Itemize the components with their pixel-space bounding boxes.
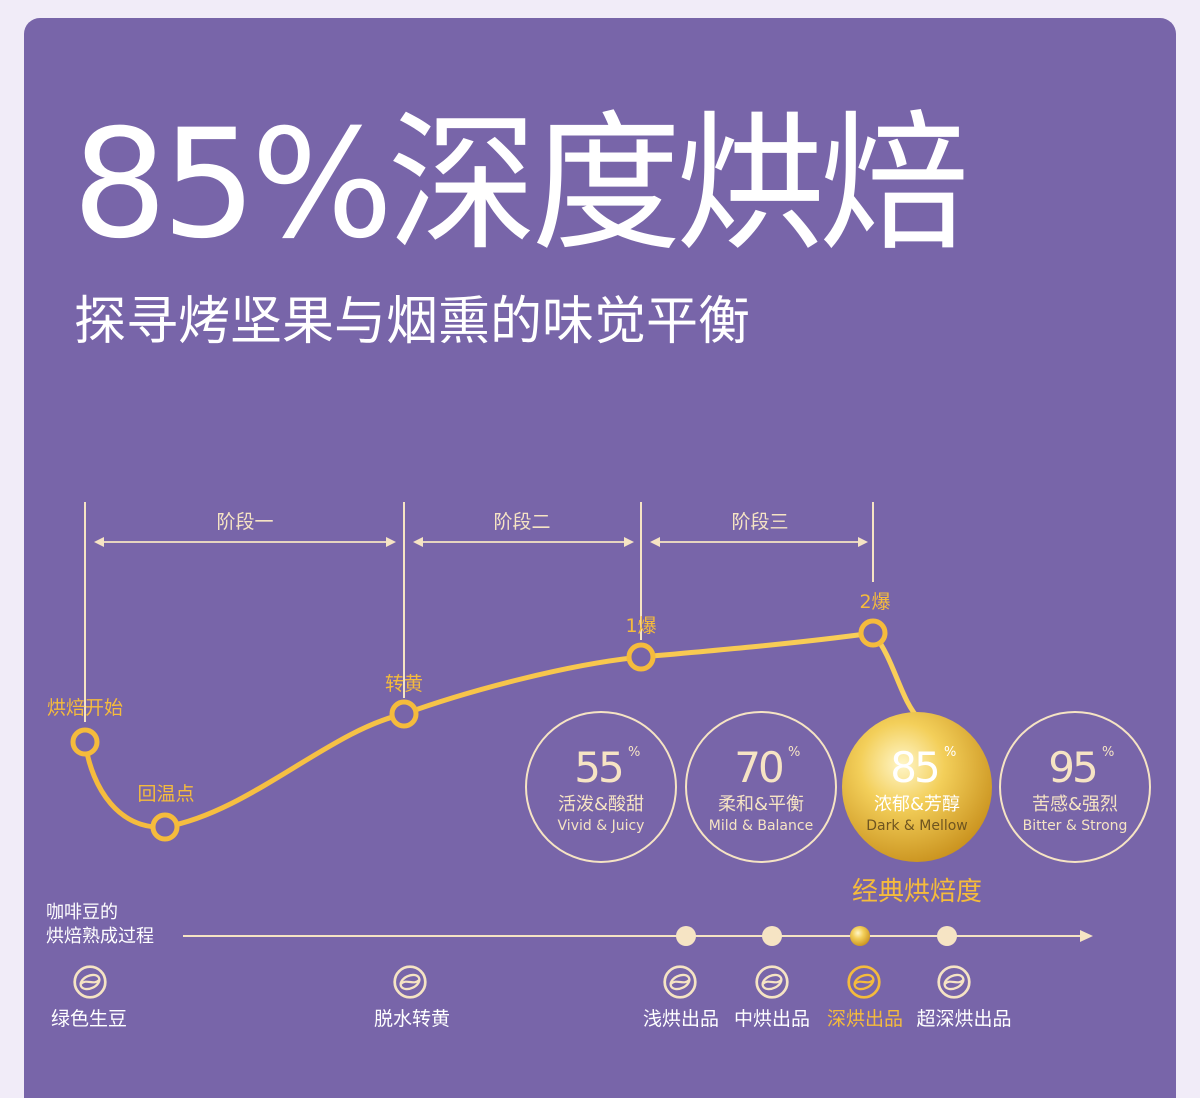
roast-value-85: 85 [890, 743, 938, 792]
node-second-crack [858, 618, 888, 648]
timeline-arrowhead [1080, 930, 1093, 942]
node-turning-point [150, 812, 180, 842]
page-title: 85%深度烘焙 [72, 98, 969, 272]
process-label-line1: 咖啡豆的 [46, 902, 118, 923]
timeline-dot-medium [762, 926, 782, 946]
roast-value-70: 70 [734, 743, 782, 792]
curve-label-start: 烘焙开始 [47, 697, 123, 719]
step-label-green: 绿色生豆 [51, 1008, 127, 1030]
coffee-bean-icon [73, 965, 107, 999]
step-label-yellowing: 脱水转黄 [374, 1008, 450, 1030]
node-first-crack [626, 642, 656, 672]
step-label-medium: 中烘出品 [734, 1008, 810, 1030]
stage-label-1: 阶段一 [216, 511, 273, 533]
roast-level-55: 55 % 活泼&酸甜 Vivid & Juicy [525, 711, 677, 863]
coffee-bean-icon [847, 965, 881, 999]
roast-en-85: Dark & Mellow [866, 818, 968, 834]
page-subtitle: 探寻烤坚果与烟熏的味觉平衡 [74, 292, 751, 352]
roast-unit-95: % [1102, 745, 1114, 760]
roast-en-55: Vivid & Juicy [558, 818, 645, 834]
poster-card [24, 18, 1176, 1098]
stage-arrows [94, 537, 868, 547]
roast-cn-85: 浓郁&芳醇 [874, 794, 960, 815]
roast-cn-95: 苦感&强烈 [1032, 794, 1118, 815]
classic-roast-label: 经典烘焙度 [852, 877, 982, 907]
timeline-dot-dark [850, 926, 870, 946]
node-yellowing [389, 699, 419, 729]
roast-level-70: 70 % 柔和&平衡 Mild & Balance [685, 711, 837, 863]
roast-en-95: Bitter & Strong [1023, 818, 1128, 834]
process-label-line2: 烘焙熟成过程 [46, 926, 154, 947]
step-label-dark: 深烘出品 [827, 1008, 903, 1030]
roast-value-95: 95 [1048, 743, 1096, 792]
coffee-bean-icon [937, 965, 971, 999]
curve-nodes [70, 618, 888, 842]
curve-label-second-crack: 2爆 [859, 591, 890, 613]
stage-label-2: 阶段二 [493, 511, 550, 533]
roast-en-70: Mild & Balance [709, 818, 813, 834]
roast-cn-70: 柔和&平衡 [718, 794, 804, 815]
roast-unit-85: % [944, 745, 956, 760]
coffee-bean-icon [663, 965, 697, 999]
timeline-dot-extra-dark [937, 926, 957, 946]
curve-label-turning: 回温点 [137, 783, 194, 805]
stage-dividers [84, 502, 874, 722]
roast-unit-70: % [788, 745, 800, 760]
curve-label-yellowing: 转黄 [385, 673, 423, 695]
step-label-light: 浅烘出品 [643, 1008, 719, 1030]
roast-unit-55: % [628, 745, 640, 760]
roast-value-55: 55 [574, 743, 622, 792]
coffee-bean-icon [755, 965, 789, 999]
coffee-bean-icon [393, 965, 427, 999]
step-label-extra-dark: 超深烘出品 [916, 1008, 1011, 1030]
roast-level-85: 85 % 浓郁&芳醇 Dark & Mellow [842, 712, 992, 862]
roast-level-95: 95 % 苦感&强烈 Bitter & Strong [999, 711, 1151, 863]
node-roast-start [70, 727, 100, 757]
timeline-dot-light [676, 926, 696, 946]
stage-label-3: 阶段三 [731, 511, 788, 533]
roast-cn-55: 活泼&酸甜 [558, 794, 644, 815]
curve-label-first-crack: 1爆 [625, 615, 656, 637]
